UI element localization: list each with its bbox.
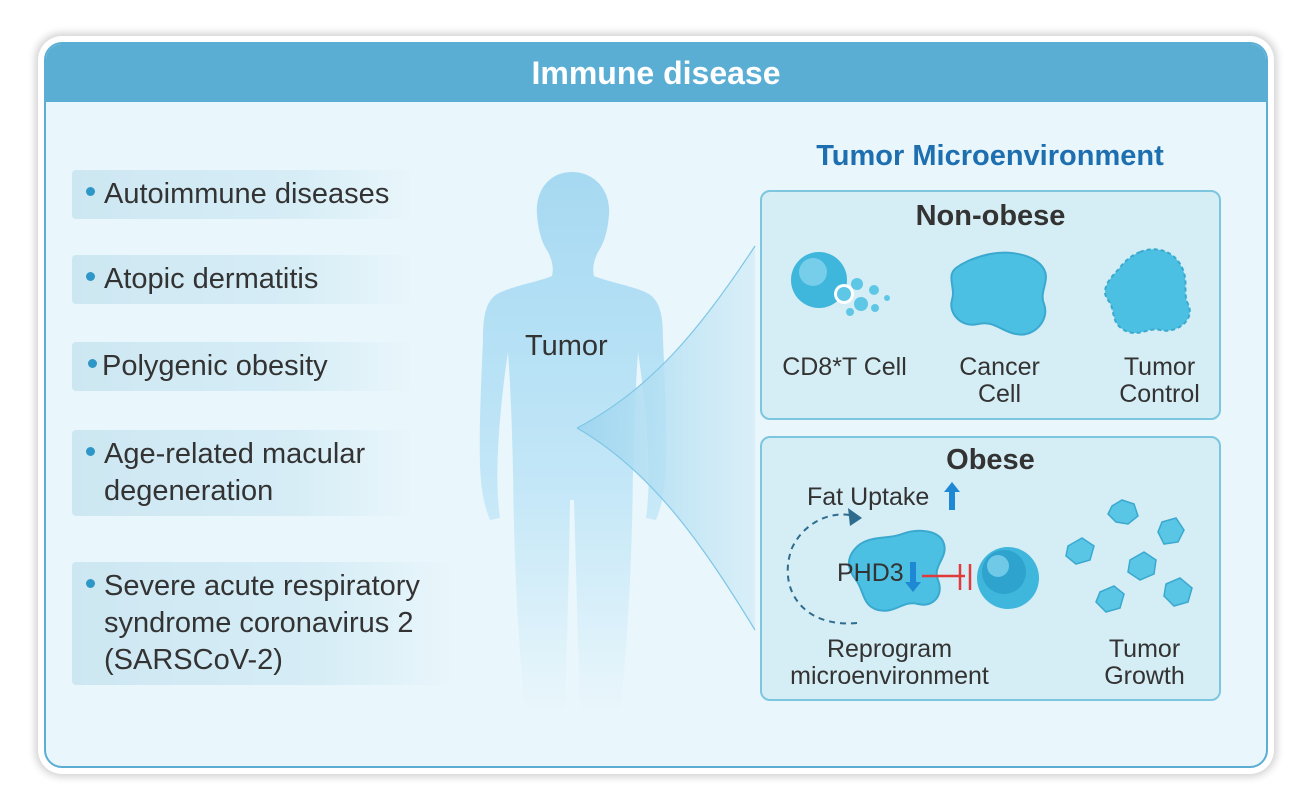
obese-title: Obese xyxy=(946,444,1035,476)
t-cell-icon xyxy=(977,547,1039,609)
obese-illustration xyxy=(786,482,1193,625)
cd8-t-cell-icon xyxy=(791,252,890,316)
zoom-cone xyxy=(577,246,755,630)
reprogram-cell-icon xyxy=(848,529,946,612)
cancer-cell-label: Cancer Cell xyxy=(959,353,1040,408)
disease-item-polygenic-obesity: Polygenic obesity xyxy=(72,342,412,391)
bullet-dot xyxy=(86,579,95,588)
bullet-dot xyxy=(86,272,95,281)
disease-item-macular-degeneration: Age-related macular degeneration xyxy=(72,430,412,516)
disease-label: Polygenic obesity xyxy=(102,350,328,382)
tumor-growth-label: Tumor Growth xyxy=(1104,635,1185,690)
disease-label: Severe acute respiratory syndrome corona… xyxy=(104,570,420,676)
disease-item-sars-cov-2: Severe acute respiratory syndrome corona… xyxy=(72,562,452,685)
non-obese-title: Non-obese xyxy=(915,200,1066,232)
non-obese-illustration xyxy=(791,248,1191,336)
reprogram-label: Reprogram microenvironment xyxy=(790,635,989,690)
obese-box: Obese Fat Uptake PHD3 Reprogram microenv… xyxy=(760,436,1221,701)
human-silhouette-icon xyxy=(479,172,667,710)
non-obese-box: Non-obese CD8*T Cell Cancer Cell Tumor C… xyxy=(760,190,1221,420)
tumor-growth-icon xyxy=(1065,499,1193,613)
panel-title: Immune disease xyxy=(531,55,781,91)
tumor-label: Tumor xyxy=(525,330,608,362)
bullet-dot xyxy=(86,447,95,456)
phd3-down-arrow-icon xyxy=(905,562,921,592)
disease-label: Autoimmune diseases xyxy=(104,178,390,210)
disease-item-atopic-dermatitis: Atopic dermatitis xyxy=(72,255,412,304)
cancer-cell-icon xyxy=(950,251,1047,336)
reprogram-cycle-arrow xyxy=(786,513,858,625)
disease-item-autoimmune: Autoimmune diseases xyxy=(72,170,412,219)
disease-label: Atopic dermatitis xyxy=(104,263,319,295)
zoom-cone-edge xyxy=(576,245,756,631)
fat-uptake-label: Fat Uptake xyxy=(807,483,930,511)
cd8-t-cell-label: CD8*T Cell xyxy=(782,353,907,381)
panel-header: Immune disease xyxy=(46,44,1266,102)
disease-label: Age-related macular degeneration xyxy=(104,438,366,507)
tumor-control-label: Tumor Control xyxy=(1119,353,1200,408)
reprogram-arrowhead-icon xyxy=(848,508,862,526)
bullet-dot xyxy=(88,359,97,368)
bullet-dot xyxy=(86,187,95,196)
phd3-label: PHD3 xyxy=(837,559,904,587)
fat-uptake-up-arrow-icon xyxy=(944,482,960,510)
inhibition-line-icon xyxy=(922,564,972,590)
tme-title: Tumor Microenvironment xyxy=(816,140,1164,172)
tumor-control-icon xyxy=(1104,248,1191,334)
